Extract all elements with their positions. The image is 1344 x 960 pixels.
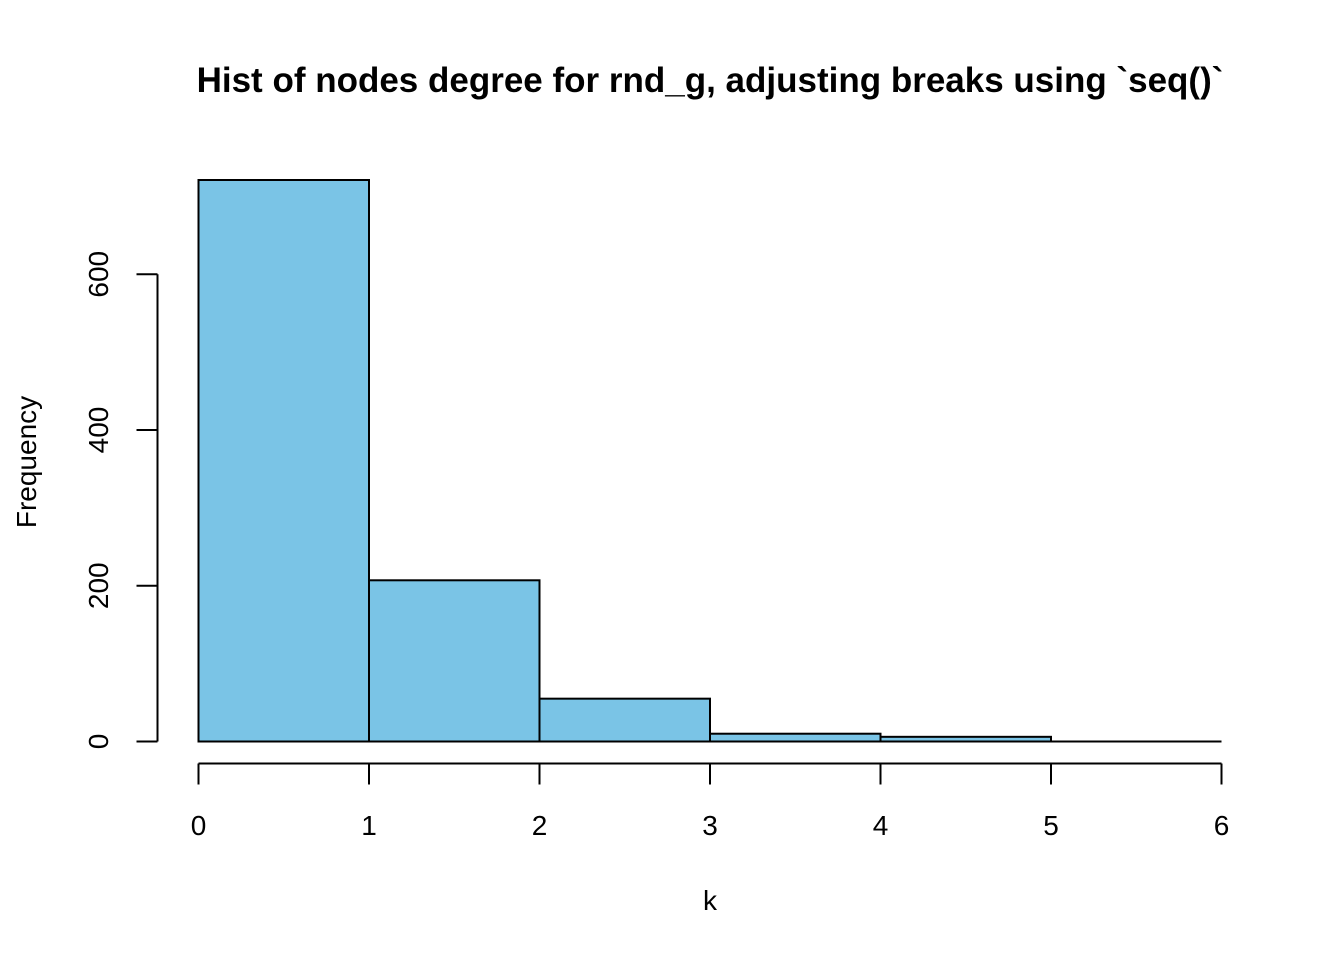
chart-title: Hist of nodes degree for rnd_g, adjustin… xyxy=(197,61,1224,100)
x-tick-label: 3 xyxy=(702,810,718,841)
x-tick-label: 2 xyxy=(532,810,548,841)
histogram-bar xyxy=(538,697,711,743)
x-axis: 0 1 2 3 4 5 6 xyxy=(191,762,1230,841)
histogram-bar xyxy=(879,735,1052,743)
x-axis-label: k xyxy=(703,885,718,916)
y-tick-label: 600 xyxy=(83,251,114,298)
y-axis-label: Frequency xyxy=(11,396,42,528)
histogram-bar xyxy=(197,179,370,743)
x-tick-label: 1 xyxy=(361,810,377,841)
bars-group xyxy=(197,179,1222,743)
x-tick-label: 4 xyxy=(873,810,889,841)
histogram-bar xyxy=(709,732,882,743)
x-tick-label: 0 xyxy=(191,810,207,841)
x-tick-label: 6 xyxy=(1214,810,1230,841)
y-tick-label: 400 xyxy=(83,407,114,454)
x-tick-label: 5 xyxy=(1043,810,1059,841)
histogram-bar xyxy=(368,579,541,743)
y-tick-label: 200 xyxy=(83,562,114,609)
y-axis: 0 200 400 600 xyxy=(83,251,159,750)
y-tick-label: 0 xyxy=(83,734,114,750)
